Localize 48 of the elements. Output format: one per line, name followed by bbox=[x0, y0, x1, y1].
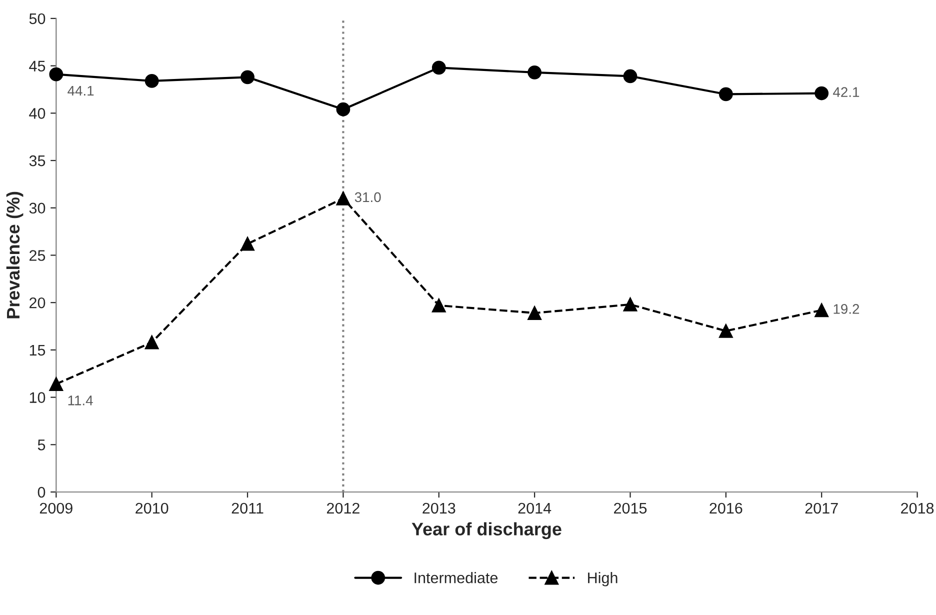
data-label: 44.1 bbox=[68, 86, 94, 96]
x-tick-label: 2009 bbox=[40, 502, 72, 514]
x-tick-label: 2013 bbox=[422, 502, 456, 514]
y-tick-label: 40 bbox=[29, 108, 46, 119]
y-tick-label: 25 bbox=[30, 250, 46, 261]
data-label: 19.2 bbox=[834, 304, 860, 314]
y-axis-title: Prevalence (%) bbox=[6, 192, 24, 318]
point bbox=[49, 377, 64, 391]
legend-label: High bbox=[588, 572, 618, 586]
y-tick-label: 15 bbox=[30, 344, 46, 356]
point bbox=[528, 306, 542, 320]
x-tick-label: 2017 bbox=[805, 502, 838, 514]
point bbox=[718, 87, 733, 102]
x-tick-label: 2010 bbox=[136, 502, 168, 514]
point bbox=[336, 191, 350, 206]
y-tick-label: 0 bbox=[38, 486, 46, 498]
point bbox=[432, 60, 446, 75]
point bbox=[814, 303, 829, 318]
x-tick-label: 2018 bbox=[901, 502, 934, 514]
point bbox=[336, 102, 350, 116]
point bbox=[144, 74, 159, 88]
x-tick-label: 2015 bbox=[614, 502, 647, 514]
y-tick-label: 5 bbox=[38, 440, 46, 450]
x-tick-label: 2016 bbox=[710, 502, 742, 514]
point bbox=[240, 236, 254, 251]
point bbox=[814, 86, 829, 100]
point bbox=[144, 335, 159, 350]
point bbox=[623, 298, 638, 312]
x-tick-label: 2014 bbox=[518, 502, 552, 514]
y-tick-label: 35 bbox=[29, 155, 46, 166]
point bbox=[623, 69, 638, 84]
x-tick-label: 2012 bbox=[326, 502, 360, 514]
y-tick-label: 30 bbox=[29, 202, 46, 214]
legend-label: Intermediate bbox=[414, 572, 498, 584]
x-tick-label: 2011 bbox=[232, 502, 264, 514]
y-tick-label: 20 bbox=[30, 297, 46, 308]
data-label: 42.1 bbox=[833, 87, 860, 97]
y-tick-label: 50 bbox=[29, 13, 46, 24]
x-axis-title: Year of discharge bbox=[412, 522, 562, 540]
data-label: 11.4 bbox=[68, 396, 93, 406]
point bbox=[240, 70, 254, 84]
y-tick-label: 10 bbox=[30, 392, 46, 403]
data-label: 31.0 bbox=[354, 192, 381, 202]
y-tick-label: 45 bbox=[29, 60, 46, 72]
point bbox=[528, 65, 542, 80]
point bbox=[718, 324, 733, 338]
point bbox=[432, 298, 446, 312]
point bbox=[49, 67, 64, 82]
